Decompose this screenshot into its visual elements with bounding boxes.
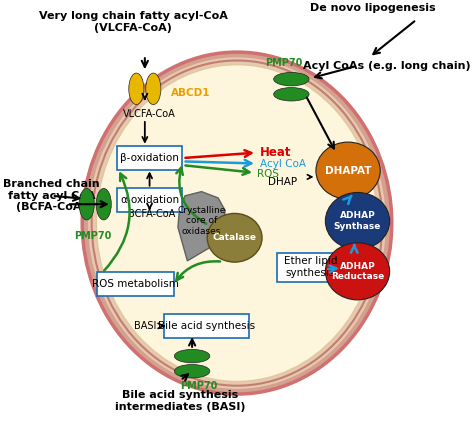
Polygon shape	[178, 192, 225, 261]
Ellipse shape	[96, 189, 111, 220]
Ellipse shape	[316, 142, 380, 199]
Text: ROS metabolism: ROS metabolism	[92, 279, 179, 289]
Text: ROS: ROS	[257, 168, 279, 179]
Ellipse shape	[325, 243, 390, 300]
Text: Acyl CoA: Acyl CoA	[260, 158, 306, 168]
Text: β-oxidation: β-oxidation	[120, 153, 179, 163]
Ellipse shape	[273, 88, 309, 101]
Text: Catalase: Catalase	[213, 233, 256, 242]
Ellipse shape	[88, 57, 386, 389]
Ellipse shape	[174, 349, 210, 363]
Text: PMP70: PMP70	[74, 232, 111, 242]
Ellipse shape	[207, 213, 262, 262]
Ellipse shape	[129, 73, 144, 104]
Text: ADHAP
Synthase: ADHAP Synthase	[334, 211, 381, 231]
Text: ADHAP
Reductase: ADHAP Reductase	[331, 261, 384, 281]
Text: Bile acid synthesis
intermediates (BASI): Bile acid synthesis intermediates (BASI)	[115, 390, 246, 412]
Text: Very long chain fatty acyl-CoA
(VLCFA-CoA): Very long chain fatty acyl-CoA (VLCFA-Co…	[38, 11, 228, 33]
Text: De novo lipogenesis: De novo lipogenesis	[310, 3, 436, 13]
FancyBboxPatch shape	[97, 272, 174, 296]
Text: Branched chain
fatty acyl CoA
(BCFA-CoA): Branched chain fatty acyl CoA (BCFA-CoA)	[3, 179, 100, 213]
Text: PMP70: PMP70	[181, 381, 218, 391]
Text: BCFA-CoA: BCFA-CoA	[128, 209, 175, 219]
Text: BASI: BASI	[134, 321, 156, 331]
Text: Acyl CoAs (e.g. long chain): Acyl CoAs (e.g. long chain)	[303, 61, 471, 71]
FancyBboxPatch shape	[117, 188, 182, 212]
Text: Bile acid synthesis: Bile acid synthesis	[158, 321, 255, 331]
Ellipse shape	[96, 65, 378, 381]
FancyBboxPatch shape	[117, 147, 182, 170]
Text: PMP70: PMP70	[265, 58, 303, 68]
Ellipse shape	[79, 189, 94, 220]
Text: Heat: Heat	[260, 146, 291, 159]
FancyBboxPatch shape	[277, 253, 343, 282]
Ellipse shape	[325, 192, 390, 250]
Text: Crystalline
core of
oxidases: Crystalline core of oxidases	[177, 206, 226, 236]
FancyBboxPatch shape	[164, 314, 248, 338]
Ellipse shape	[146, 73, 161, 104]
Ellipse shape	[174, 365, 210, 378]
Ellipse shape	[81, 51, 393, 395]
Text: α-oxidation: α-oxidation	[120, 195, 179, 205]
Ellipse shape	[273, 72, 309, 86]
Text: VLCFA-CoA: VLCFA-CoA	[123, 109, 176, 119]
Text: DHAPAT: DHAPAT	[325, 165, 371, 176]
Text: Ether lipid
synthesis: Ether lipid synthesis	[283, 256, 337, 278]
Text: ABCD1: ABCD1	[171, 88, 210, 98]
Text: DHAP: DHAP	[268, 177, 297, 187]
